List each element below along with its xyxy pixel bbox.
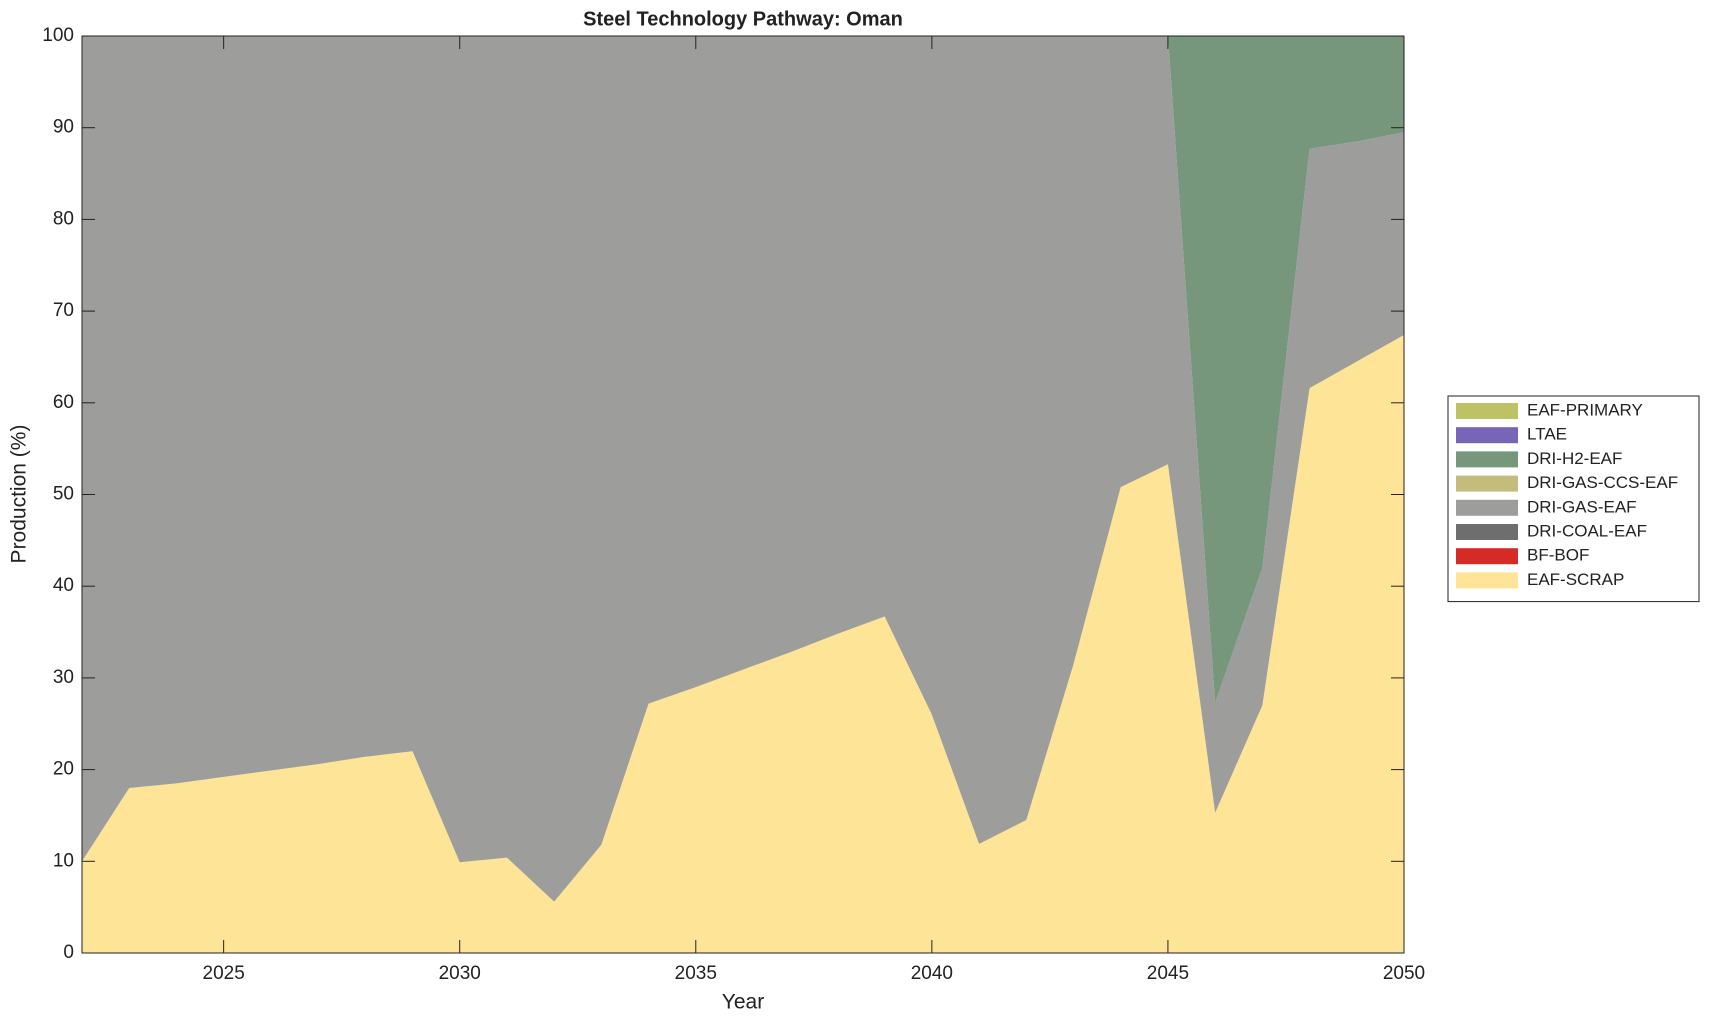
y-tick-label: 0 xyxy=(63,942,74,963)
legend-label: DRI-H2-EAF xyxy=(1527,449,1622,468)
legend-label: EAF-SCRAP xyxy=(1527,570,1624,589)
legend-label: BF-BOF xyxy=(1527,546,1589,565)
area xyxy=(82,334,1404,953)
legend-label: LTAE xyxy=(1527,425,1567,444)
y-tick-label: 80 xyxy=(53,208,74,229)
y-tick-label: 60 xyxy=(53,392,74,413)
y-tick-label: 30 xyxy=(53,667,74,688)
y-tick-label: 40 xyxy=(53,575,74,596)
legend-swatch xyxy=(1456,403,1518,419)
x-tick-label: 2045 xyxy=(1147,963,1189,984)
legend: EAF-PRIMARY LTAE DRI-H2-EAF DRI-GAS-CCS-EAF… xyxy=(1447,395,1700,603)
x-tick-label: 2025 xyxy=(203,963,245,984)
area xyxy=(82,36,1404,902)
y-tick-label: 90 xyxy=(53,117,74,138)
y-tick-label: 20 xyxy=(53,759,74,780)
y-tick-label: 10 xyxy=(53,850,74,871)
legend-swatch xyxy=(1456,475,1518,492)
y-tick-label: 100 xyxy=(42,25,74,46)
legend-label: DRI-GAS-EAF xyxy=(1527,497,1637,516)
x-axis-label: Year xyxy=(722,991,764,1014)
x-tick-label: 2040 xyxy=(911,963,953,984)
chart-title: Steel Technology Pathway: Oman xyxy=(583,8,903,30)
x-tick-label: 2050 xyxy=(1383,963,1425,984)
legend-label: DRI-GAS-CCS-EAF xyxy=(1527,473,1678,492)
legend-label: DRI-COAL-EAF xyxy=(1527,521,1647,540)
y-axis-label: Production (%) xyxy=(8,425,31,564)
legend-swatch xyxy=(1456,427,1518,444)
legend-swatch xyxy=(1456,451,1518,468)
y-tick-label: 70 xyxy=(53,300,74,321)
y-tick-label: 50 xyxy=(53,484,74,505)
x-tick-label: 2035 xyxy=(675,963,717,984)
legend-swatch xyxy=(1456,499,1518,516)
legend-label: EAF-PRIMARY xyxy=(1527,400,1643,419)
legend-swatch xyxy=(1456,572,1518,589)
area xyxy=(82,36,1404,703)
x-tick-label: 2030 xyxy=(439,963,481,984)
legend-swatch xyxy=(1456,548,1518,565)
legend-swatch xyxy=(1456,524,1518,540)
